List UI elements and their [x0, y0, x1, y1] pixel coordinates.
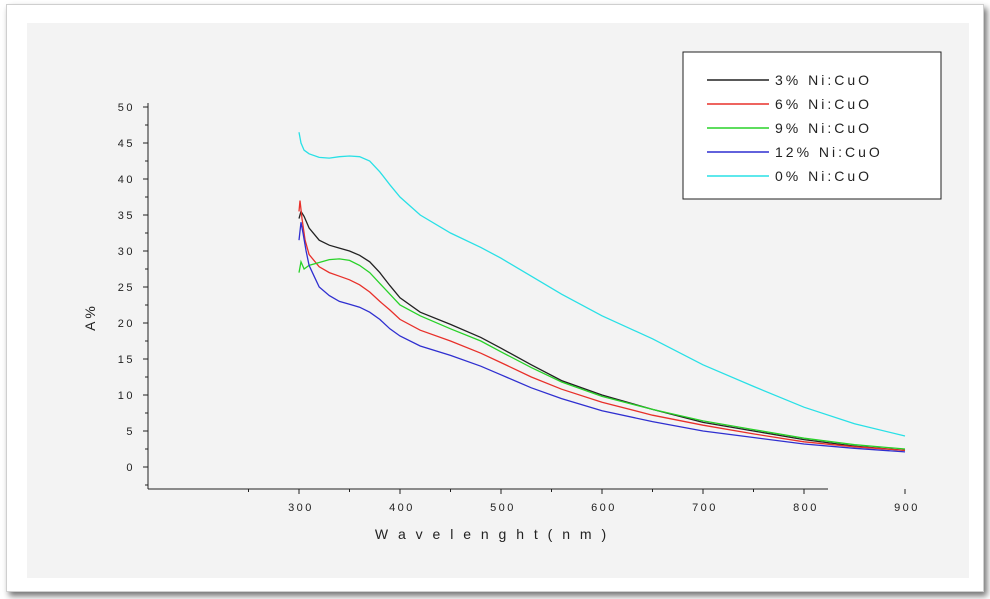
y-tick-label: 15	[118, 354, 135, 366]
chart-frame: 0 5 10 15 20 25 30 35 40 45 50 300 400 500 600 700 800 90…	[6, 4, 984, 592]
series-line-1	[298, 209, 906, 452]
series-line-2	[298, 200, 906, 452]
y-tick-label: 50	[118, 102, 135, 114]
y-tick-label: 45	[118, 138, 135, 150]
y-tick-label: 5	[126, 426, 135, 438]
legend: 3% Ni:CuO 6% Ni:CuO 9% Ni:CuO 12% Ni:CuO 0% …	[682, 51, 942, 200]
legend-label: 3% Ni:CuO	[775, 72, 872, 88]
y-axis-label: A%	[82, 303, 98, 331]
x-tick-label: 600	[591, 502, 617, 514]
chart: 0 5 10 15 20 25 30 35 40 45 50 300 400 500 600 700 800 90…	[27, 23, 969, 578]
x-tick-label: 900	[894, 502, 920, 514]
legend-label: 12% Ni:CuO	[775, 144, 883, 160]
x-tick-label: 400	[389, 502, 415, 514]
legend-label: 6% Ni:CuO	[775, 96, 872, 112]
y-tick-label: 10	[118, 390, 135, 402]
x-tick-label: 800	[793, 502, 819, 514]
axis-labels: W a v e l e n g h t ( n m ) A%	[82, 303, 609, 542]
y-tick-label: 0	[126, 462, 135, 474]
y-tick-label: 25	[118, 282, 135, 294]
x-tick-label: 500	[490, 502, 516, 514]
x-tick-label: 300	[288, 502, 314, 514]
y-tick-label: 20	[118, 318, 135, 330]
legend-label: 9% Ni:CuO	[775, 120, 872, 136]
x-axis-label: W a v e l e n g h t ( n m )	[375, 526, 609, 542]
series-line-3	[298, 258, 906, 450]
legend-box	[682, 51, 942, 200]
axes: 0 5 10 15 20 25 30 35 40 45 50 300 400 500 600 700 800 90…	[118, 102, 920, 514]
series-lines	[298, 132, 906, 453]
series-line-4	[298, 222, 906, 453]
y-tick-label: 40	[118, 174, 135, 186]
series-line-5	[298, 132, 906, 437]
y-tick-label: 35	[118, 210, 135, 222]
y-tick-label: 30	[118, 246, 135, 258]
legend-label: 0% Ni:CuO	[775, 168, 872, 184]
x-tick-label: 700	[692, 502, 718, 514]
